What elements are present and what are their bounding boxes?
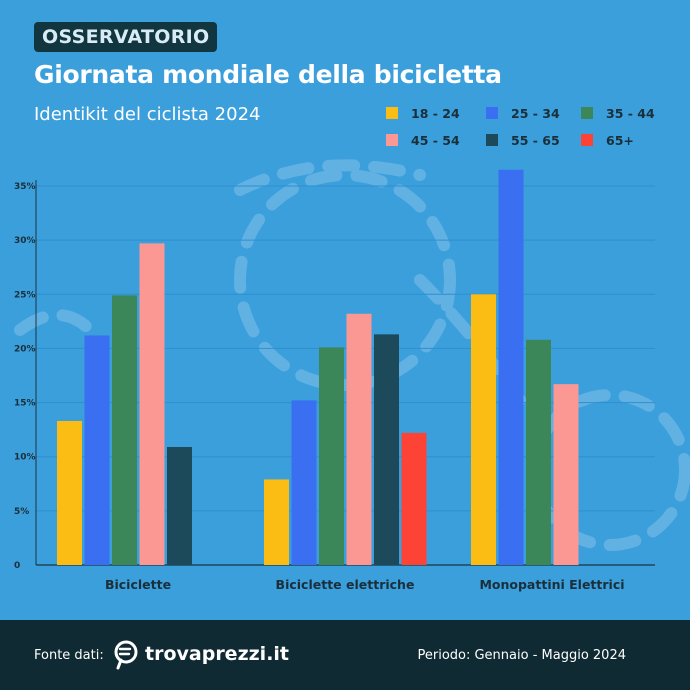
footer: Fonte dati: trovaprezzi.it Periodo: Genn… [0, 620, 690, 690]
bar [139, 243, 165, 565]
bar [112, 295, 137, 565]
bar [498, 169, 524, 565]
y-tick-label: 15% [14, 399, 36, 409]
legend-swatch [486, 134, 498, 146]
bar [346, 313, 372, 565]
footer-source-label: Fonte dati: [34, 648, 104, 663]
legend-swatch [581, 134, 593, 146]
bar [401, 432, 427, 565]
legend-item: 25 - 34 [486, 104, 560, 122]
x-category-label: Monopattini Elettrici [479, 577, 624, 592]
bar [167, 446, 192, 565]
bar [264, 479, 289, 565]
page-subtitle: Identikit del ciclista 2024 [34, 104, 261, 125]
bar [374, 334, 399, 565]
legend-label: 25 - 34 [511, 105, 560, 121]
y-tick-label: 0 [14, 561, 20, 571]
y-tick-label: 35% [14, 182, 36, 192]
legend-swatch [486, 107, 498, 119]
legend-item: 55 - 65 [486, 131, 560, 149]
legend-label: 65+ [606, 132, 634, 148]
legend-label: 35 - 44 [606, 105, 655, 121]
bar [291, 400, 317, 565]
bar [57, 420, 82, 565]
legend-label: 18 - 24 [411, 105, 460, 121]
y-tick-label: 10% [14, 453, 36, 463]
y-tick-label: 5% [14, 507, 29, 517]
x-category-label: Biciclette elettriche [276, 577, 415, 592]
y-tick-label: 25% [14, 290, 36, 300]
legend-swatch [581, 107, 593, 119]
bar-chart: 0 5% 10% 15% 20% 25% 30% 35% Biciclette Biciclett… [14, 169, 655, 592]
y-tick-label: 30% [14, 236, 36, 246]
legend-item: 18 - 24 [386, 104, 460, 122]
legend-item: 45 - 54 [386, 131, 460, 149]
bar [319, 347, 344, 565]
y-tick-label: 20% [14, 344, 36, 354]
x-category-label: Biciclette [105, 577, 171, 592]
bar [84, 335, 110, 565]
trovaprezzi-logo-icon [114, 640, 138, 670]
bar [471, 294, 496, 565]
bar [526, 339, 551, 565]
brand-name: trovaprezzi.it [145, 643, 290, 665]
legend-swatch [386, 134, 398, 146]
legend-item: 35 - 44 [581, 104, 655, 122]
legend-item: 65+ [581, 131, 634, 149]
legend-label: 45 - 54 [411, 132, 460, 148]
page-title: Giornata mondiale della bicicletta [34, 60, 502, 89]
badge-osservatorio: OSSERVATORIO [34, 22, 218, 52]
legend-swatch [386, 107, 398, 119]
bar [553, 384, 579, 565]
period-label: Periodo: Gennaio - Maggio 2024 [417, 648, 626, 663]
legend-label: 55 - 65 [511, 132, 560, 148]
